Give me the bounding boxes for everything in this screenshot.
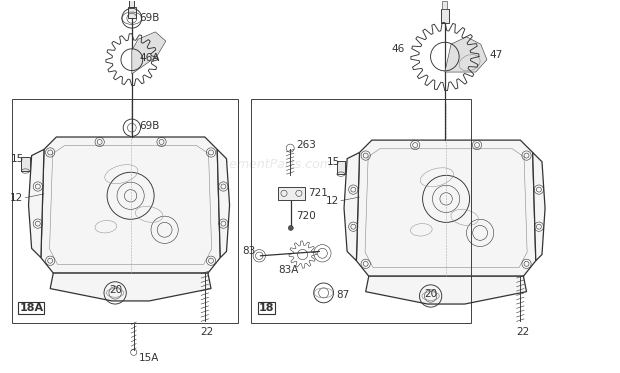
Bar (251, 98, 471, 323)
Polygon shape (50, 273, 211, 301)
Text: 720: 720 (296, 211, 316, 221)
Text: 46: 46 (392, 44, 405, 54)
Polygon shape (41, 137, 220, 273)
Polygon shape (356, 140, 536, 276)
Bar (21, 157, 30, 171)
Bar (443, 1, 448, 9)
Text: 83: 83 (242, 247, 255, 257)
Text: 721: 721 (308, 188, 328, 198)
Text: 22: 22 (200, 327, 214, 337)
Polygon shape (217, 149, 229, 258)
Text: 12: 12 (326, 196, 339, 206)
Text: 18A: 18A (19, 303, 43, 313)
Text: 15A: 15A (140, 354, 159, 363)
Text: 18: 18 (259, 303, 274, 313)
Text: 15: 15 (327, 157, 340, 167)
Text: 22: 22 (516, 327, 529, 337)
Text: 69B: 69B (140, 121, 159, 131)
Bar (12, 98, 237, 323)
Text: 15: 15 (11, 154, 24, 164)
Text: ReplacementParts.com: ReplacementParts.com (188, 159, 333, 171)
Polygon shape (132, 32, 166, 74)
Text: 87: 87 (336, 290, 349, 300)
Circle shape (288, 225, 293, 231)
Polygon shape (366, 276, 526, 304)
Text: 263: 263 (296, 140, 316, 150)
Text: 83A: 83A (278, 265, 298, 275)
Bar (278, 186, 305, 200)
Bar (441, 9, 449, 23)
Bar (337, 160, 345, 174)
Text: 20: 20 (109, 285, 122, 295)
Polygon shape (533, 153, 545, 261)
Polygon shape (445, 37, 487, 72)
Bar (128, 7, 136, 18)
Polygon shape (29, 149, 44, 258)
Bar (130, 0, 135, 7)
Text: 69B: 69B (140, 13, 159, 23)
Polygon shape (344, 153, 360, 261)
Text: 46A: 46A (140, 53, 159, 63)
Text: 20: 20 (425, 289, 438, 298)
Text: 47: 47 (489, 50, 503, 60)
Text: 12: 12 (10, 192, 23, 203)
